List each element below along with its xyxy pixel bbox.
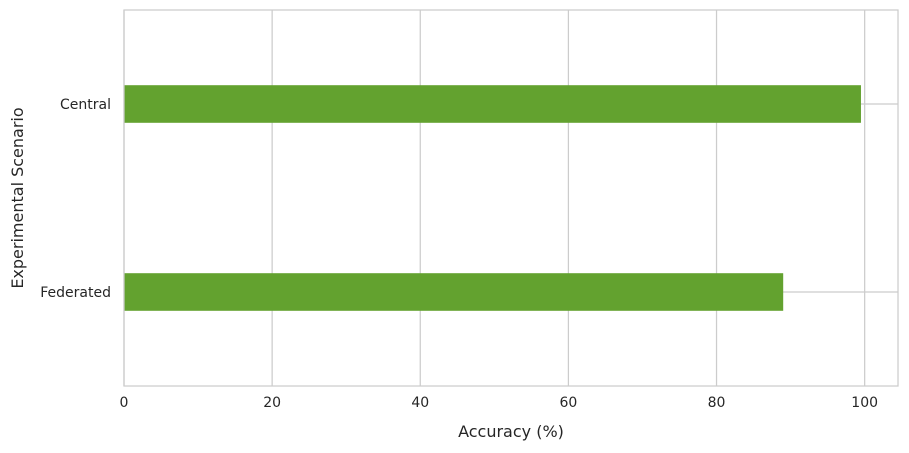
y-axis-title: Experimental Scenario	[8, 107, 27, 288]
y-tick-label: Federated	[40, 285, 111, 301]
y-tick-labels: Federated Central	[40, 97, 111, 301]
grid-lines	[123, 10, 898, 386]
y-tick-label: Central	[60, 97, 111, 113]
bar-federated	[124, 273, 784, 311]
x-tick-label: 20	[263, 395, 281, 411]
x-axis-title: Accuracy (%)	[458, 422, 564, 441]
bars	[124, 85, 861, 311]
plot-frame	[123, 9, 899, 387]
x-tick-label: 60	[559, 395, 577, 411]
x-tick-label: 0	[120, 395, 129, 411]
x-tick-labels: 0 20 40 60 80 100	[120, 395, 878, 411]
x-tick-label: 80	[708, 395, 726, 411]
bar-central	[124, 85, 861, 123]
x-tick-label: 100	[851, 395, 878, 411]
x-tick-label: 40	[411, 395, 429, 411]
